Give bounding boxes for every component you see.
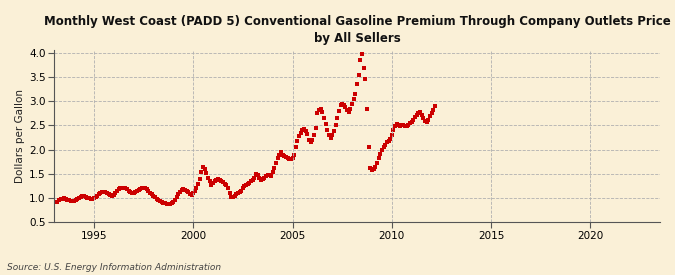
Title: Monthly West Coast (PADD 5) Conventional Gasoline Premium Through Company Outlet: Monthly West Coast (PADD 5) Conventional… [44,15,670,45]
Text: Source: U.S. Energy Information Administration: Source: U.S. Energy Information Administ… [7,263,221,272]
Y-axis label: Dollars per Gallon: Dollars per Gallon [15,89,25,183]
